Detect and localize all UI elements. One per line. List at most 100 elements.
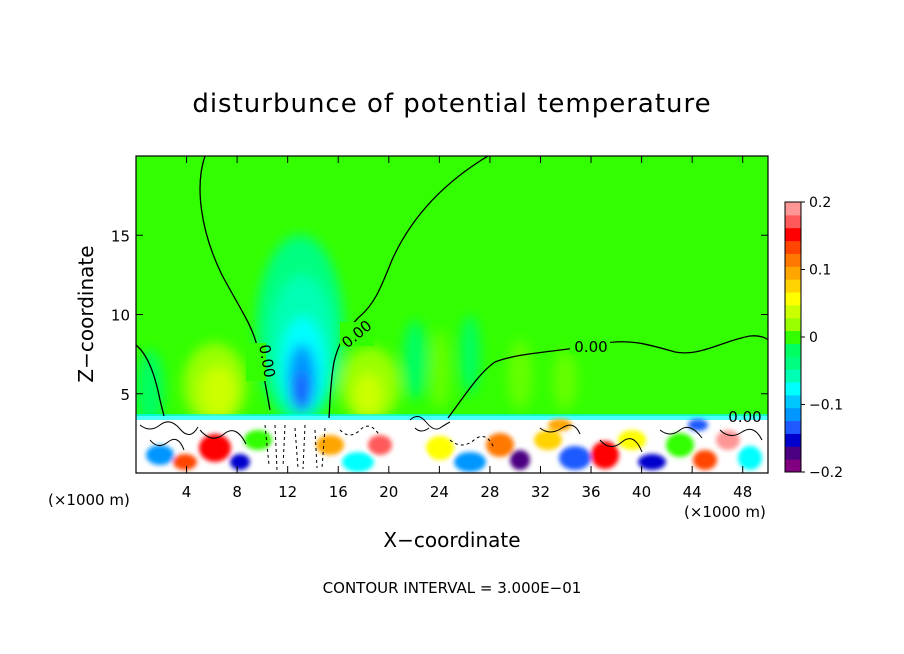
chart-title: disturbunce of potential temperature xyxy=(192,89,711,119)
colorbar-tick-label: 0.1 xyxy=(809,263,831,279)
boundary-layer xyxy=(136,414,768,473)
colorbar-segment xyxy=(785,317,801,332)
x-tick-label: 20 xyxy=(379,483,398,501)
x-axis: 4 8 12 16 20 24 28 32 36 40 44 48 xyxy=(182,156,752,501)
plot-area: 0.00 0.00 0.00 0.00 xyxy=(136,156,768,473)
zero-contour-far-right xyxy=(447,335,768,419)
bl-contour xyxy=(339,425,381,437)
bl-patch xyxy=(199,434,231,462)
x-tick-label: 24 xyxy=(430,483,449,501)
cool-left-edge xyxy=(136,350,164,430)
bl-patch xyxy=(738,446,762,470)
colorbar-segment xyxy=(785,420,801,434)
x-tick-label: 16 xyxy=(329,483,348,501)
x-tick-label: 8 xyxy=(232,483,242,501)
bl-patch xyxy=(274,441,310,469)
bl-patch xyxy=(244,430,272,450)
zero-contour-right-plume xyxy=(328,156,489,419)
warm-anomaly-left-core xyxy=(200,366,236,418)
bl-patch xyxy=(666,433,694,457)
bl-patch xyxy=(688,419,708,431)
colorbar-segment xyxy=(785,227,801,242)
bl-patch xyxy=(716,430,740,450)
bl-contour xyxy=(139,421,199,435)
bl-patch xyxy=(426,436,454,460)
colorbar-tick-label: 0.2 xyxy=(809,195,831,211)
x-tick-label: 40 xyxy=(632,483,651,501)
warm-band-c xyxy=(553,350,577,410)
contour-labels: 0.00 0.00 0.00 0.00 xyxy=(246,317,762,426)
bl-contour xyxy=(719,428,763,441)
colorbar-segment xyxy=(785,356,801,370)
colorbar-segment xyxy=(785,433,801,447)
bl-patch xyxy=(548,419,572,431)
contour-interval-note: CONTOUR INTERVAL = 3.000E−01 xyxy=(323,579,582,597)
colorbar-segment xyxy=(785,407,801,422)
colorbar-segment xyxy=(785,382,801,396)
colorbar-segment xyxy=(785,292,801,306)
colorbar: 0.2 0.1 0 −0.1 −0.2 xyxy=(784,195,843,481)
bl-patch xyxy=(173,454,197,470)
bl-patch xyxy=(559,446,591,470)
bl-patch xyxy=(486,433,514,457)
cool-band-b xyxy=(460,315,480,395)
bl-contour xyxy=(409,416,451,430)
colorbar-segment xyxy=(785,446,801,460)
x-tick-label: 44 xyxy=(683,483,702,501)
colorbar-tick-label: −0.1 xyxy=(809,398,843,414)
bl-contour xyxy=(449,435,495,449)
field-anomalies xyxy=(136,235,577,430)
colorbar-tick-label: 0 xyxy=(809,330,818,346)
bl-patch xyxy=(638,454,666,470)
colorbar-segment xyxy=(785,343,801,357)
cool-band-a xyxy=(403,320,427,400)
bl-contour xyxy=(199,429,247,445)
colorbar-segment xyxy=(785,202,801,216)
colorbar-segment xyxy=(785,304,801,319)
bl-contour xyxy=(149,438,185,451)
bl-patch xyxy=(618,430,646,450)
bl-contour xyxy=(414,427,430,432)
bl-contour xyxy=(264,424,326,471)
y-tick-label: 15 xyxy=(111,227,130,245)
contour-label: 0.00 xyxy=(574,338,607,356)
colorbar-segment xyxy=(785,394,801,409)
colorbar-segment xyxy=(785,369,801,383)
bl-contour xyxy=(659,426,703,439)
x-tick-label: 36 xyxy=(581,483,600,501)
bl-contour xyxy=(539,424,581,435)
colorbar-segment xyxy=(785,459,801,473)
y-tick-label: 5 xyxy=(120,386,130,404)
y-axis-title: Z−coordinate xyxy=(74,245,98,382)
x-axis-title: X−coordinate xyxy=(383,528,520,552)
bl-patch xyxy=(146,445,174,465)
y-axis: 5 10 15 xyxy=(111,227,768,404)
y-tick-label: 10 xyxy=(111,307,130,325)
colorbar-segment xyxy=(785,253,801,267)
x-tick-label: 48 xyxy=(733,483,752,501)
bl-contour xyxy=(599,438,643,453)
colorbar-segment xyxy=(785,240,801,254)
colorbar-segment xyxy=(785,266,801,280)
bl-patch xyxy=(591,441,619,469)
colorbar-tick-label: −0.2 xyxy=(809,465,843,481)
colorbar-segment xyxy=(785,330,801,344)
contour-label-bg xyxy=(246,343,266,381)
x-tick-label: 32 xyxy=(531,483,550,501)
colorbar-segment xyxy=(785,279,801,293)
cold-anomaly-center xyxy=(293,372,309,412)
bl-patch xyxy=(342,452,374,472)
boundary-layer-patches xyxy=(146,419,762,472)
contour-label: 0.00 xyxy=(255,343,279,379)
contour-label: 0.00 xyxy=(728,408,761,426)
contour-label-bg xyxy=(570,338,610,354)
bl-patch xyxy=(394,450,426,470)
x-tick-label: 4 xyxy=(182,483,192,501)
warm-band-b xyxy=(508,340,532,410)
bl-patch xyxy=(368,435,392,455)
boundary-layer-top-edge xyxy=(136,414,768,420)
warm-band-a xyxy=(430,330,450,410)
bl-patch xyxy=(316,435,344,455)
colorbar-segment xyxy=(785,214,801,229)
